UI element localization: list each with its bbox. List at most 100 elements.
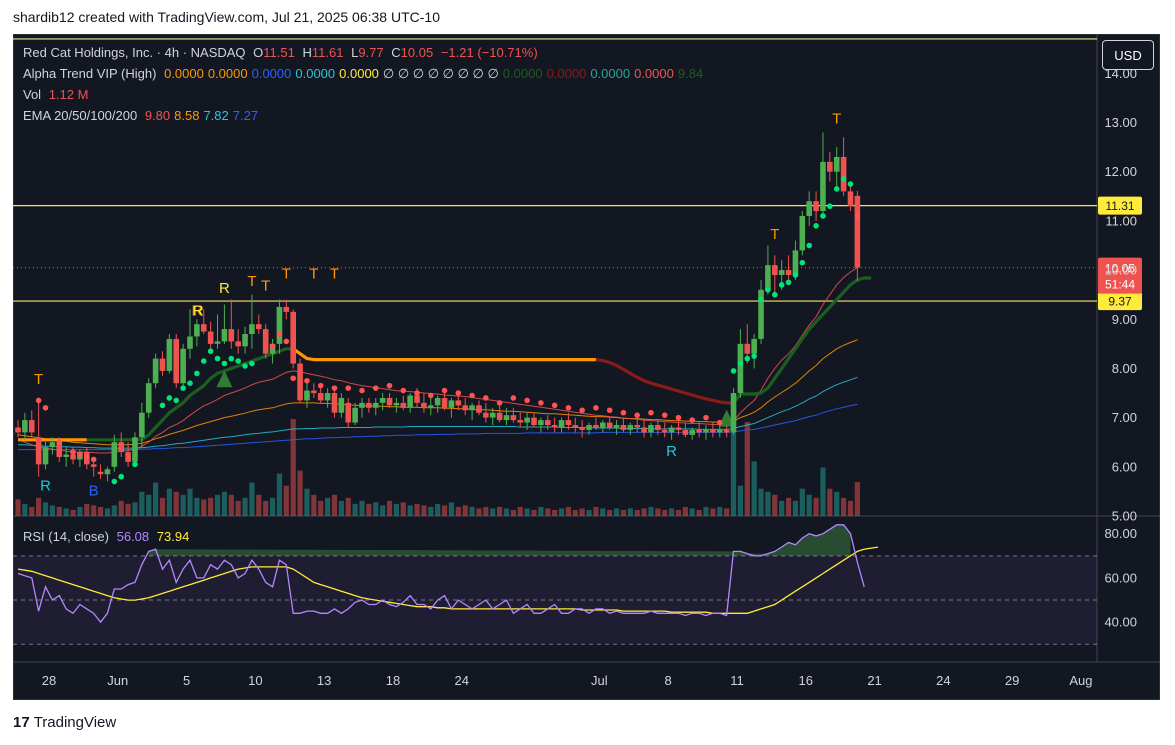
sell-dot [551,402,558,409]
volume-bar [345,497,351,516]
candle-body [400,402,407,408]
volume-bar [455,506,461,516]
time-tick: 8 [665,673,672,688]
candle-body [338,397,345,413]
volume-bar [208,497,214,516]
sell-dot [345,385,352,391]
sell-dot [716,419,723,426]
legend-close: 10.05 [400,45,434,60]
candle-body [792,250,799,275]
candle-body [606,422,613,428]
candle-body [359,402,365,408]
legend-ohlc: Red Cat Holdings, Inc. · 4h · NASDAQ O11… [23,45,542,60]
sell-dot [579,407,585,414]
candle-body [600,422,606,428]
sell-dot [290,375,297,382]
volume-bar [63,508,69,516]
buy-dot [214,355,221,362]
candle-body [345,402,352,423]
sell-dot [469,392,475,399]
volume-bar [675,509,682,516]
currency-button[interactable]: USD [1102,40,1154,70]
volume-bar [111,505,117,516]
alpha-value-7: 0.0000 [546,66,587,81]
alpha-trend-segment [292,347,596,362]
alpha-trend-segment [732,276,872,404]
candle-body [806,201,812,216]
sell-dot [304,377,310,384]
volume-bar [380,505,386,516]
tradingview-logo[interactable]: 17 TradingView [13,714,116,731]
buy-dot [249,360,255,367]
volume-bar [22,503,28,516]
price-tick: 10.00 [1104,263,1137,278]
tradingview-mark-icon: 17 [13,714,30,731]
volume-bar [331,494,338,516]
candle-body [352,407,358,423]
buy-dot [813,223,819,229]
ema200-line [18,403,858,451]
legend-c-label: C [391,45,401,60]
time-tick: 18 [386,673,400,688]
sell-dot [675,414,682,421]
candle-body [56,442,63,457]
level-label: 11.31 [1105,199,1134,213]
alpha-trend-line [18,276,872,442]
marker-label: R [219,280,230,297]
legend-vol-label[interactable]: Vol [23,87,42,102]
sell-dot [400,387,407,394]
volume-bar [441,505,448,516]
volume-bar [806,494,812,516]
candle-body [132,437,138,462]
volume-bar [696,509,702,516]
marker-label: T [309,265,318,282]
legend-ema: EMA 20/50/100/200 9.80 8.58 7.82 7.27 [23,108,266,123]
volume-bar [352,503,358,516]
candle-body [620,425,627,430]
marker-label: T [770,226,779,243]
volume-bar [228,494,234,516]
time-axis: 28 Jun 5 10 13 18 24 Jul 8 11 16 21 24 29 Aug [42,673,1093,688]
candle-body [49,442,56,448]
level-tag [1098,196,1142,215]
sell-dot [77,451,83,458]
volume-bar [221,491,227,516]
volume-bar [524,508,530,516]
legend-ema-label[interactable]: EMA 20/50/100/200 [23,108,138,123]
volume-bar [765,491,771,516]
alpha-value-10: 9.84 [677,66,704,81]
candle-body [70,454,76,460]
countdown-label: 51:44 [1105,278,1135,292]
volume-bar [820,467,826,516]
candle-body [379,397,386,403]
candle-body [200,324,207,332]
volume-bar [772,494,778,516]
volume-bar [469,506,475,516]
volume-bar [641,508,647,516]
volume-bar [841,497,847,516]
candle-body [221,329,228,342]
legend-rsi-label[interactable]: RSI (14, close) [23,529,109,544]
volume-bar [132,502,138,516]
candle-body [613,425,620,428]
volume-bar [373,502,379,516]
candle-body [476,405,482,413]
candle-body [104,469,111,475]
candle-body [847,191,854,207]
alpha-trend-segment [140,347,294,442]
ema-value-0: 9.80 [144,108,171,123]
volume-bar [276,473,283,516]
candle-body [675,427,682,430]
legend-symbol[interactable]: Red Cat Holdings, Inc. · 4h · NASDAQ [23,45,246,60]
volume-bar [552,509,558,516]
buy-dot [159,402,166,409]
candle-body [173,338,180,384]
candle-body [682,429,689,435]
alpha-value-3: 0.0000 [295,66,336,81]
candle-body [152,358,159,384]
sell-dot [372,385,379,391]
candle-body [469,405,475,411]
volume-bar [799,488,805,516]
legend-alpha-label[interactable]: Alpha Trend VIP (High) [23,66,157,81]
